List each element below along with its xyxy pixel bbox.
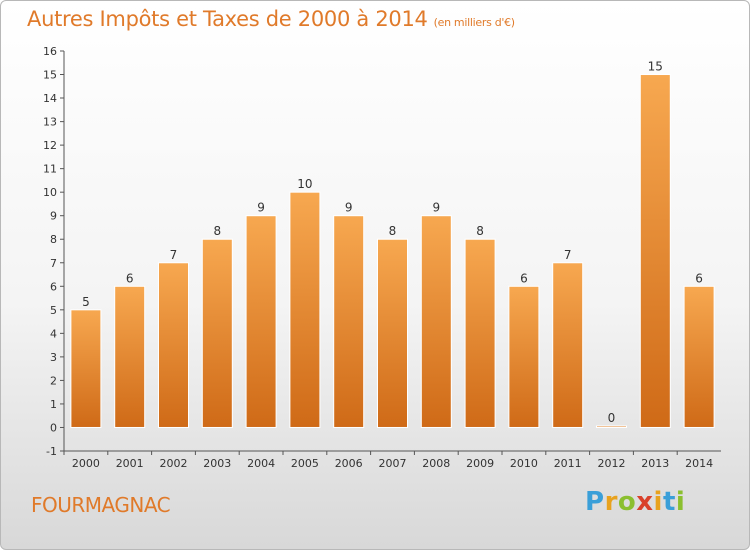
data-labels: 5 6 7 8 9 10 9 8 9 8 6 7 0 15 6: [82, 60, 703, 425]
data-label: 9: [432, 201, 440, 215]
y-tick-label: -1: [46, 445, 57, 458]
y-tick-label: 8: [50, 233, 57, 246]
bar-series: [70, 74, 715, 428]
logo-letter: x: [636, 487, 654, 517]
data-label: 0: [608, 411, 616, 425]
x-tick-label: 2000: [72, 457, 100, 470]
data-label: 6: [126, 271, 134, 285]
x-axis: 2000 2001 2002 2003 2004 2005 2006 2007 2008 2009…: [63, 450, 721, 470]
commune-name: FOURMAGNAC: [31, 493, 171, 517]
x-tick-label: 2004: [247, 457, 275, 470]
y-tick-label: 2: [50, 374, 57, 387]
y-tick-label: 3: [50, 351, 57, 364]
y-tick-label: 1: [50, 398, 57, 411]
x-tick-label: 2013: [641, 457, 669, 470]
y-tick-label: 15: [43, 69, 57, 82]
data-label: 15: [648, 60, 663, 74]
x-tick-label: 2007: [379, 457, 407, 470]
bar: [114, 285, 146, 428]
x-tick-label: 2014: [685, 457, 713, 470]
y-tick-label: 6: [50, 280, 57, 293]
data-label: 8: [476, 224, 484, 238]
logo-letter: i: [653, 487, 663, 517]
x-tick-label: 2011: [554, 457, 582, 470]
bar: [245, 215, 277, 428]
x-tick-label: 2002: [160, 457, 188, 470]
x-tick-label: 2006: [335, 457, 363, 470]
logo-letter: t: [662, 487, 676, 517]
logo-letter: P: [585, 487, 605, 517]
y-tick-label: 14: [43, 92, 57, 105]
x-tick-label: 2008: [422, 457, 450, 470]
data-label: 6: [520, 271, 528, 285]
bar: [552, 262, 584, 428]
chart-unit: (en milliers d'€): [433, 16, 515, 29]
data-label: 6: [695, 271, 703, 285]
x-tick-label: 2001: [116, 457, 144, 470]
y-tick-label: 16: [43, 45, 57, 58]
x-tick-label: 2010: [510, 457, 538, 470]
logo-letter: r: [604, 487, 618, 517]
y-tick-label: 10: [43, 186, 57, 199]
bar: [377, 238, 408, 428]
y-tick-label: 12: [43, 139, 57, 152]
y-tick-label: 11: [43, 163, 57, 176]
bar: [420, 215, 452, 428]
data-label: 10: [297, 177, 312, 191]
logo-letter: o: [617, 487, 637, 517]
bar: [158, 262, 189, 428]
y-tick-label: 5: [50, 304, 57, 317]
data-label: 8: [213, 224, 221, 238]
logo-letter: i: [675, 487, 686, 517]
data-label: 7: [170, 248, 178, 262]
data-label: 9: [345, 201, 353, 215]
bar: [596, 425, 627, 428]
y-tick-label: 13: [43, 116, 57, 129]
x-tick-label: 2005: [291, 457, 319, 470]
bar: [289, 191, 321, 428]
bar: [683, 285, 715, 428]
data-label: 9: [257, 201, 265, 215]
x-tick-label: 2012: [598, 457, 626, 470]
bar: [464, 238, 496, 428]
bar: [201, 238, 233, 428]
y-tick-label: 7: [50, 257, 57, 270]
x-tick-label: 2009: [466, 457, 494, 470]
data-label: 8: [389, 224, 397, 238]
bar: [70, 309, 102, 428]
y-tick-label: 0: [50, 421, 57, 434]
bar: [639, 74, 671, 428]
chart-title: Autres Impôts et Taxes de 2000 à 2014 (en…: [27, 7, 515, 31]
bar: [333, 215, 365, 428]
data-label: 5: [82, 295, 90, 309]
chart-title-text: Autres Impôts et Taxes de 2000 à 2014: [27, 7, 428, 31]
proxiti-logo: Proxiti: [585, 487, 685, 517]
bar: [508, 285, 540, 428]
y-tick-label: 4: [50, 327, 57, 340]
x-tick-label: 2003: [203, 457, 231, 470]
data-label: 7: [564, 248, 572, 262]
y-tick-label: 9: [50, 210, 57, 223]
